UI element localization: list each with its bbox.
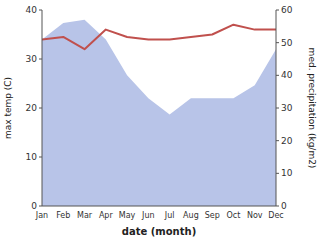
y-tick: [39, 157, 42, 158]
marks: [42, 20, 276, 206]
y2-tick-label: 40: [281, 70, 293, 80]
x-tick-label: Nov: [247, 211, 263, 220]
x-axis-title: date (month): [122, 226, 196, 237]
x-tick-label: Dec: [268, 211, 283, 220]
y2-tick-label: 0: [281, 201, 287, 211]
x-tick-label: Jan: [35, 211, 48, 220]
y-tick-label: 30: [26, 54, 38, 64]
y-tick: [39, 10, 42, 11]
x-tick-label: Feb: [56, 211, 70, 220]
x-tick-label: Sep: [205, 211, 220, 220]
y2-tick: [276, 173, 279, 174]
x-axis-line: [42, 206, 276, 207]
y-tick-label: 0: [31, 201, 37, 211]
y2-tick-label: 50: [281, 38, 293, 48]
x-tick-label: May: [119, 211, 136, 220]
y2-tick: [276, 108, 279, 109]
x-tick-label: Oct: [227, 211, 241, 220]
y2-tick-label: 10: [281, 168, 293, 178]
y2-tick: [276, 206, 279, 207]
y-tick-label: 10: [26, 152, 38, 162]
x-tick-label: Aug: [183, 211, 199, 220]
y-tick: [39, 206, 42, 207]
temp-line: [42, 25, 276, 50]
y-tick-label: 20: [26, 103, 38, 113]
precip-area: [42, 20, 276, 206]
x-tick-label: Jul: [164, 211, 175, 220]
y2-tick-label: 30: [281, 103, 293, 113]
y-axis-title: max temp (C): [3, 77, 13, 139]
axes: 0 10 20 30 40 0 10 20 30 40 50 60 Jan Feb Mar Apr May Jun…: [26, 5, 293, 220]
y2-axis-title: med. precipitation (kg/m2): [307, 48, 317, 169]
x-tick-label: Apr: [99, 211, 114, 220]
y2-tick: [276, 10, 279, 11]
y2-tick: [276, 75, 279, 76]
y2-tick: [276, 140, 279, 141]
chart: 0 10 20 30 40 0 10 20 30 40 50 60 Jan Feb Mar Apr May Jun…: [0, 0, 318, 247]
x-tick-label: Mar: [77, 211, 93, 220]
y-tick: [39, 59, 42, 60]
y2-tick-label: 20: [281, 136, 293, 146]
y2-tick-label: 60: [281, 5, 293, 15]
x-tick-label: Jun: [141, 211, 155, 220]
y-tick-label: 40: [26, 5, 38, 15]
y-tick: [39, 108, 42, 109]
y2-tick: [276, 42, 279, 43]
